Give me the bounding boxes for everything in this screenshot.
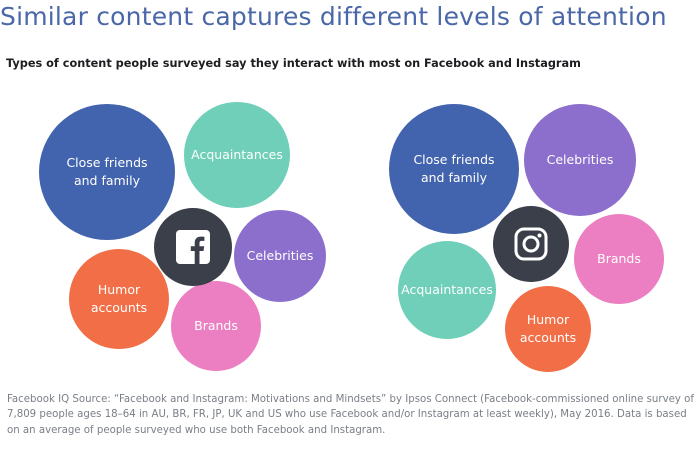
subtitle: Types of content people surveyed say the…: [6, 57, 581, 70]
source-note: Facebook IQ Source: “Facebook and Instag…: [7, 394, 694, 436]
fb-bubble-brands: Brands: [171, 281, 261, 371]
fb-bubble-acquaintances: Acquaintances: [184, 102, 290, 208]
ig-bubble-humor-accounts: Humor accounts: [505, 286, 591, 372]
fb-bubble-close-friends: Close friends and family: [39, 104, 175, 240]
facebook-hub: [154, 208, 232, 286]
fb-bubble-celebrities: Celebrities: [234, 210, 326, 302]
instagram-hub: [493, 206, 569, 282]
fb-bubble-humor-accounts: Humor accounts: [69, 249, 169, 349]
page-title: Similar content captures different level…: [0, 2, 667, 31]
ig-bubble-celebrities: Celebrities: [524, 104, 636, 216]
instagram-logo-icon: [514, 227, 548, 261]
facebook-logo-icon: [176, 230, 210, 264]
ig-bubble-brands: Brands: [574, 214, 664, 304]
ig-bubble-acquaintances: Acquaintances: [398, 241, 496, 339]
ig-bubble-close-friends: Close friends and family: [389, 104, 519, 234]
